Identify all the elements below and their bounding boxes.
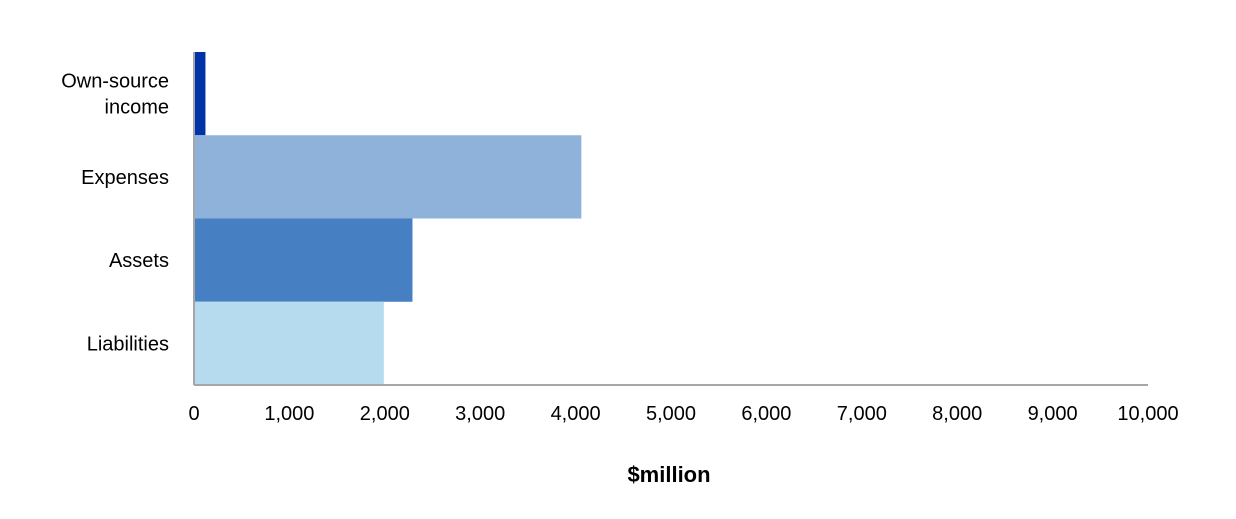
category-label: Liabilities: [87, 333, 169, 355]
category-label: Expenses: [81, 167, 169, 189]
bars-group: [194, 52, 582, 385]
axes-group: [193, 52, 1148, 386]
x-tick-label: 3,000: [455, 403, 505, 425]
x-tick-label: 0: [188, 403, 199, 425]
bar-1: [194, 135, 582, 219]
x-tick-label: 4,000: [551, 403, 601, 425]
category-labels: Own-source income Expenses Assets Liabilitie…: [61, 71, 169, 356]
x-tick-label: 1,000: [264, 403, 314, 425]
x-tick-label: 5,000: [646, 403, 696, 425]
category-label-line: Expenses: [81, 167, 169, 189]
bar-0: [194, 52, 206, 136]
category-label-line: Assets: [109, 250, 169, 272]
x-tick-label: 7,000: [837, 403, 887, 425]
x-tick-label: 2,000: [360, 403, 410, 425]
bar-2: [194, 218, 413, 302]
category-label-line: Own-source: [61, 71, 169, 93]
category-label: Assets: [109, 250, 169, 272]
x-tick-labels: 0 1,000 2,000 3,000 4,000 5,000 6,000 7,000 8,00…: [188, 403, 1178, 425]
x-axis-title: $million: [627, 462, 710, 487]
x-tick-label: 10,000: [1117, 403, 1178, 425]
category-label-line: Liabilities: [87, 333, 169, 355]
x-tick-label: 8,000: [932, 403, 982, 425]
x-tick-label: 9,000: [1028, 403, 1078, 425]
bar-3: [194, 301, 384, 385]
category-label: Own-source income: [61, 71, 169, 119]
category-label-line: income: [105, 97, 169, 119]
x-tick-label: 6,000: [741, 403, 791, 425]
